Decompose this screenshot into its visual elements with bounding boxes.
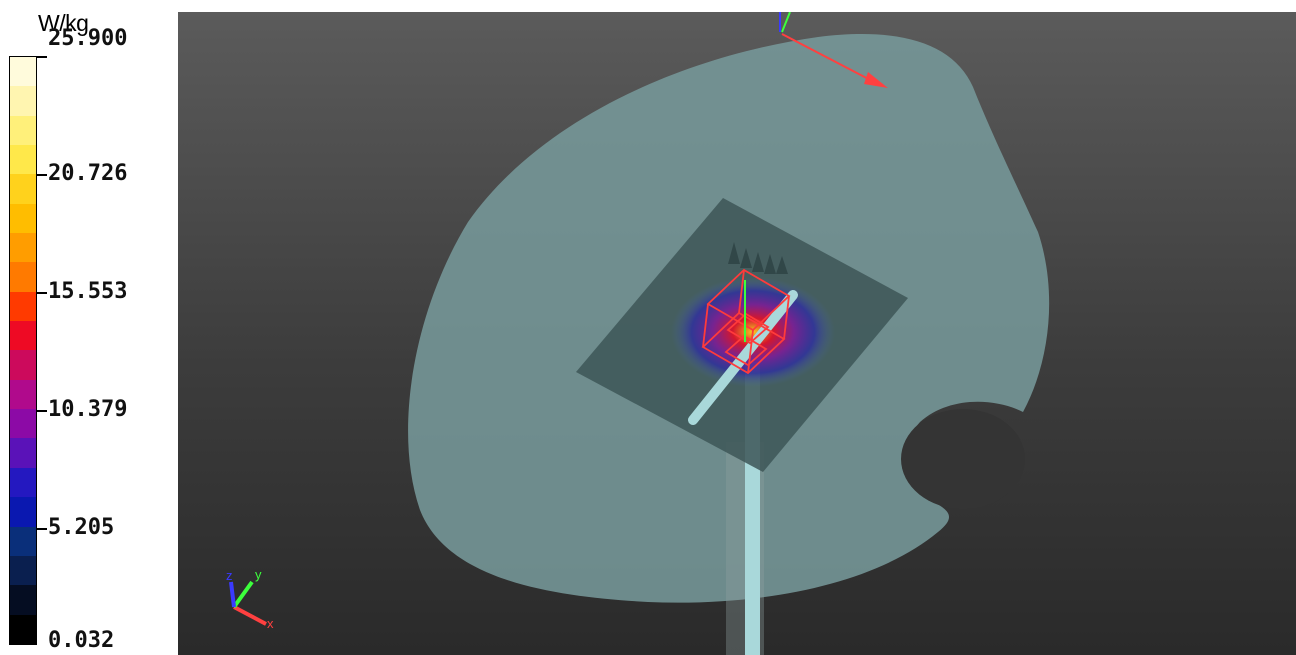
- colorbar-segment: [10, 203, 36, 234]
- probe-rod: [688, 290, 798, 425]
- legend-min-label: 0.032: [48, 628, 115, 653]
- triad-y-label: y: [255, 567, 262, 582]
- colorbar-segment: [10, 379, 36, 410]
- colorbar-segment: [10, 526, 36, 556]
- legend-tick-label: 20.726: [48, 161, 128, 186]
- colorbar-segment: [10, 115, 36, 146]
- zoom-scan-cube: [701, 268, 791, 375]
- colorbar-segment: [10, 497, 36, 527]
- tick-mark: [37, 528, 47, 530]
- colorbar-segment: [10, 233, 36, 263]
- measurement-spikes: [728, 242, 788, 274]
- colorbar-segment: [10, 585, 36, 615]
- colorbar-segment: [10, 438, 36, 468]
- tick-mark: [37, 292, 47, 294]
- scene-svg: x y z: [226, 12, 1050, 655]
- orientation-triad: x y z: [226, 567, 274, 631]
- legend-tick-label: 15.553: [48, 279, 128, 304]
- colorbar-segment: [10, 145, 36, 175]
- colorbar-segment: [10, 350, 36, 380]
- colorbar: [9, 56, 37, 645]
- colorbar-segment: [10, 291, 36, 322]
- legend-tick-label: 5.205: [48, 515, 115, 540]
- phantom-notch: [901, 409, 1025, 509]
- tick-mark: [37, 410, 47, 412]
- triad-z-label: z: [226, 568, 233, 583]
- reference-axes: [779, 12, 888, 88]
- colorbar-segment: [10, 321, 36, 351]
- tick-mark: [37, 174, 47, 176]
- colorbar-segment: [10, 614, 36, 644]
- colorbar-segment: [10, 57, 36, 87]
- color-legend: W/kg 25.900 20.726 15.553 10.379 5.205 0…: [0, 0, 178, 655]
- tick-mark: [37, 56, 47, 58]
- legend-max-label: 25.900: [48, 26, 128, 51]
- colorbar-segment: [10, 174, 36, 204]
- legend-tick-label: 10.379: [48, 397, 128, 422]
- colorbar-segment: [10, 262, 36, 292]
- colorbar-segment: [10, 409, 36, 439]
- colorbar-segment: [10, 555, 36, 586]
- colorbar-segment: [10, 86, 36, 116]
- triad-x-label: x: [267, 616, 274, 631]
- colorbar-segment: [10, 467, 36, 498]
- 3d-viewport[interactable]: x y z: [178, 12, 1296, 655]
- legend-unit-label: W/kg: [38, 10, 89, 36]
- title-strip: [178, 0, 1296, 12]
